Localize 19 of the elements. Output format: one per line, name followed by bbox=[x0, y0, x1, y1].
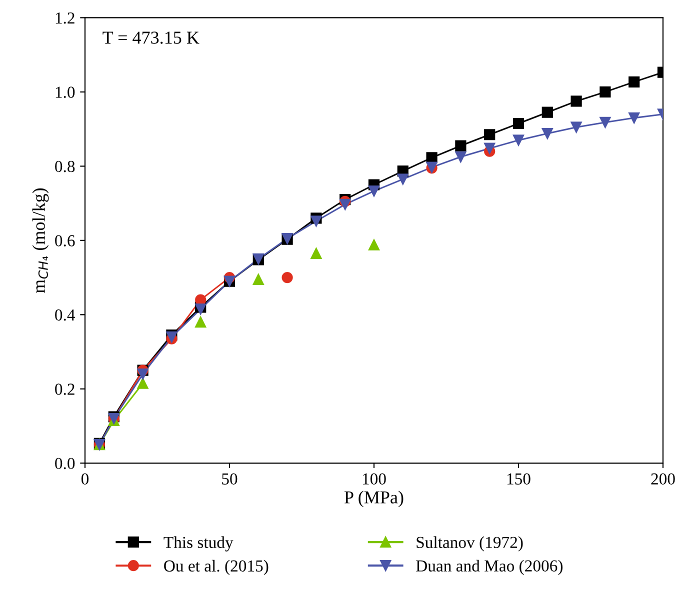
legend-label: Sultanov (1972) bbox=[416, 536, 523, 552]
y-tick-label: 0.0 bbox=[55, 458, 75, 470]
legend-label: Ou et al. (2015) bbox=[164, 560, 268, 575]
y-tick-label: 0.2 bbox=[55, 384, 74, 395]
legend-label: Duan and Mao (2006) bbox=[416, 560, 563, 575]
x-tick-label: 200 bbox=[651, 473, 675, 485]
y-tick-label: 0.4 bbox=[55, 309, 76, 321]
y-tick-label: 1.2 bbox=[56, 12, 74, 24]
x-tick-label: 50 bbox=[222, 473, 238, 485]
y-axis-title: m$_{CH₄}$ (mol/kg) bbox=[32, 188, 49, 294]
x-axis-title: P (MPa) bbox=[344, 490, 404, 508]
x-tick-label: 100 bbox=[362, 473, 386, 485]
y-tick-label: 0.6 bbox=[55, 235, 75, 246]
y-tick-label: 0.8 bbox=[55, 160, 75, 172]
x-tick-label: 0 bbox=[81, 473, 89, 485]
x-tick-label: 150 bbox=[507, 473, 530, 485]
annotation: T = 473.15 K bbox=[102, 32, 200, 44]
legend-label: This study bbox=[164, 536, 234, 552]
y-tick-label: 1.0 bbox=[56, 86, 75, 98]
